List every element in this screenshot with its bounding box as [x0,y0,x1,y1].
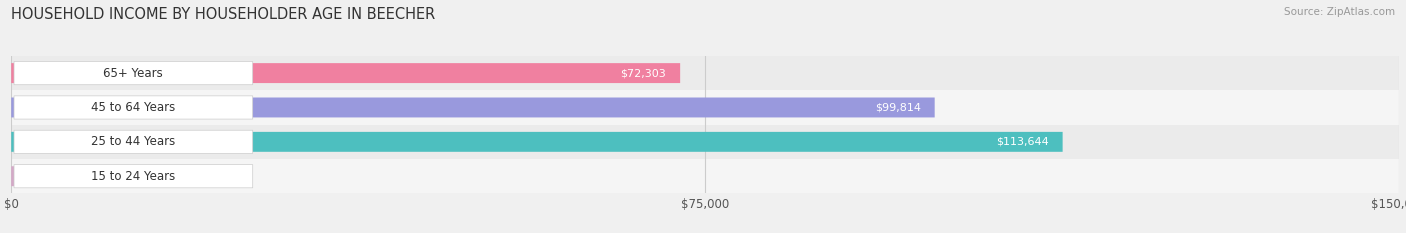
FancyBboxPatch shape [14,130,253,154]
Text: 45 to 64 Years: 45 to 64 Years [91,101,176,114]
Text: 25 to 44 Years: 25 to 44 Years [91,135,176,148]
Text: $0: $0 [58,171,72,181]
Bar [11,159,1399,193]
FancyBboxPatch shape [14,62,253,85]
FancyBboxPatch shape [11,63,681,83]
Text: Source: ZipAtlas.com: Source: ZipAtlas.com [1284,7,1395,17]
Text: $113,644: $113,644 [995,137,1049,147]
Bar [11,90,1399,125]
Text: HOUSEHOLD INCOME BY HOUSEHOLDER AGE IN BEECHER: HOUSEHOLD INCOME BY HOUSEHOLDER AGE IN B… [11,7,436,22]
FancyBboxPatch shape [11,132,1063,152]
FancyBboxPatch shape [14,164,253,188]
FancyBboxPatch shape [14,96,253,119]
Bar [11,125,1399,159]
Text: 15 to 24 Years: 15 to 24 Years [91,170,176,183]
Text: $99,814: $99,814 [875,103,921,113]
Text: $72,303: $72,303 [620,68,666,78]
Text: 65+ Years: 65+ Years [104,67,163,80]
FancyBboxPatch shape [11,166,39,186]
Bar [11,56,1399,90]
FancyBboxPatch shape [11,97,935,117]
